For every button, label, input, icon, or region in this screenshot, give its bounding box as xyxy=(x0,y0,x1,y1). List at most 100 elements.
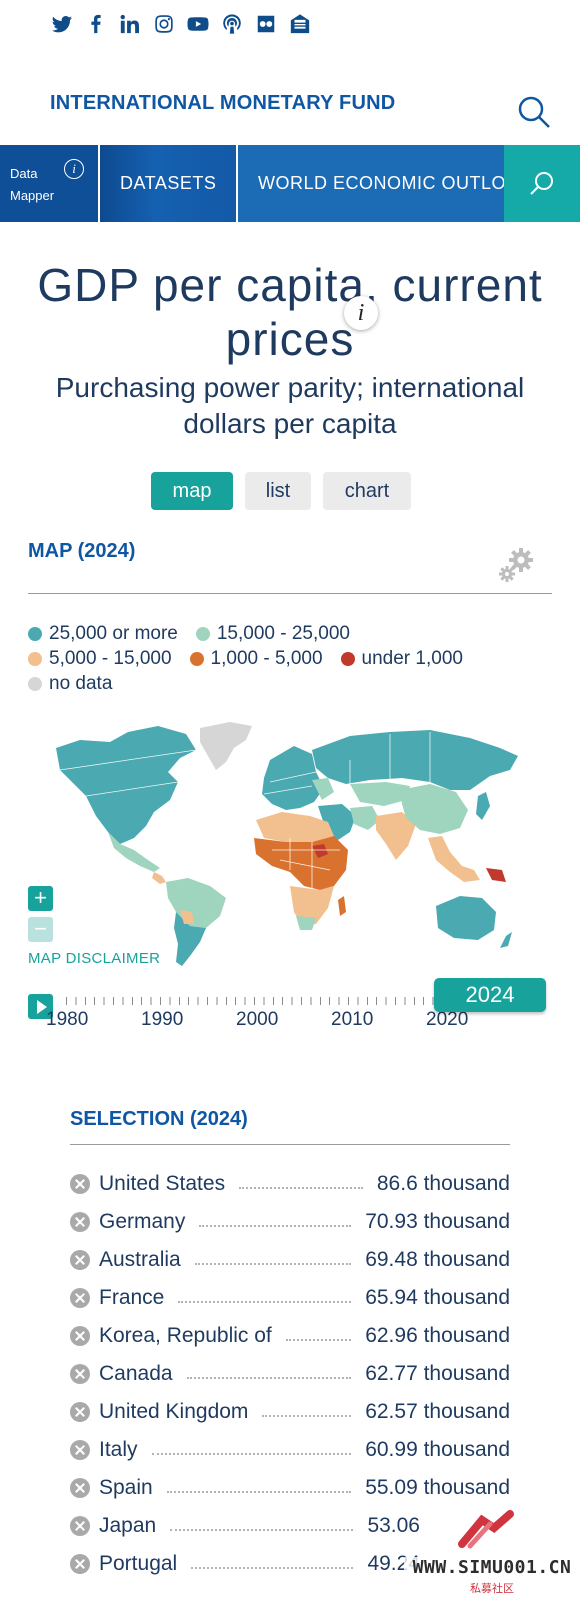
youtube-icon[interactable] xyxy=(186,12,210,36)
remove-icon[interactable] xyxy=(70,1516,90,1536)
timeline-track[interactable] xyxy=(66,997,436,1005)
nav-search-button[interactable] xyxy=(504,145,580,222)
play-animation-button[interactable] xyxy=(28,994,53,1019)
watermark-logo-icon xyxy=(458,1510,514,1549)
map-region-south-africa[interactable] xyxy=(296,916,316,930)
remove-icon[interactable] xyxy=(70,1174,90,1194)
map-region-southeast-asia[interactable] xyxy=(428,836,480,882)
remove-icon[interactable] xyxy=(70,1402,90,1422)
leader-dots xyxy=(262,1415,352,1417)
remove-icon[interactable] xyxy=(70,1478,90,1498)
selection-row[interactable]: United Kingdom 62.57 thousand xyxy=(70,1393,510,1431)
legend-item[interactable]: 15,000 - 25,000 xyxy=(195,623,350,645)
remove-icon[interactable] xyxy=(70,1326,90,1346)
legend-item[interactable]: no data xyxy=(28,673,112,695)
remove-icon[interactable] xyxy=(70,1212,90,1232)
view-map-button[interactable]: map xyxy=(151,472,233,510)
map-region-central-america[interactable] xyxy=(152,872,166,884)
selection-country: United States xyxy=(99,1172,226,1195)
map-region-south-asia[interactable] xyxy=(376,812,416,860)
selection-row[interactable]: Australia 69.48 thousand xyxy=(70,1241,510,1279)
view-list-button[interactable]: list xyxy=(245,472,311,510)
map-region-sahel[interactable] xyxy=(312,844,328,858)
selection-row[interactable]: Germany 70.93 thousand xyxy=(70,1203,510,1241)
main-nav: Data Mapper i DATASETS WORLD ECONOMIC OU… xyxy=(0,145,580,222)
map-region-south-america-south[interactable] xyxy=(174,912,206,966)
map-region-russia[interactable] xyxy=(312,730,518,790)
map-region-japan[interactable] xyxy=(476,792,490,820)
map-region-europe[interactable] xyxy=(262,746,324,810)
linkedin-icon[interactable] xyxy=(118,12,142,36)
legend-label: no data xyxy=(49,672,113,694)
settings-gear-icon[interactable] xyxy=(497,545,537,585)
twitter-icon[interactable] xyxy=(50,12,74,36)
tab-datasets[interactable]: DATASETS xyxy=(100,145,238,222)
podcast-icon[interactable] xyxy=(220,12,244,36)
brand-title[interactable]: INTERNATIONAL MONETARY FUND xyxy=(50,92,396,114)
selection-country: France xyxy=(99,1286,165,1309)
watermark-text: WWW.SIMU001.CN xyxy=(404,1557,580,1578)
facebook-icon[interactable] xyxy=(84,12,108,36)
tab-world-economic-outlook[interactable]: WORLD ECONOMIC OUTLOOK xyxy=(238,145,504,222)
map-legend: 25,000 or more 15,000 - 25,000 5,000 - 1… xyxy=(28,621,548,696)
search-icon[interactable] xyxy=(516,94,552,130)
map-zoom-out-button[interactable]: − xyxy=(28,917,53,942)
map-region-southern-africa[interactable] xyxy=(290,886,334,926)
remove-icon[interactable] xyxy=(70,1250,90,1270)
map-region-china[interactable] xyxy=(400,784,468,834)
world-map[interactable] xyxy=(50,720,530,980)
map-zoom-in-button[interactable]: + xyxy=(28,886,53,911)
map-disclaimer-link[interactable]: MAP DISCLAIMER xyxy=(28,950,161,967)
legend-item[interactable]: 1,000 - 5,000 xyxy=(189,647,323,670)
legend-item[interactable]: 5,000 - 15,000 xyxy=(28,648,172,670)
map-region-greenland[interactable] xyxy=(200,722,252,770)
remove-icon[interactable] xyxy=(70,1554,90,1574)
map-region-madagascar[interactable] xyxy=(338,896,346,916)
legend-item[interactable]: under 1,000 xyxy=(340,648,463,670)
map-region-new-zealand[interactable] xyxy=(500,932,512,948)
map-region-central-asia[interactable] xyxy=(350,782,410,806)
legend-label: 5,000 - 15,000 xyxy=(49,647,172,669)
map-region-central-africa[interactable] xyxy=(254,836,348,890)
leader-dots xyxy=(285,1339,352,1341)
timeline-year-label: 2000 xyxy=(236,1009,279,1030)
selection-row[interactable]: United States 86.6 thousand xyxy=(70,1165,510,1203)
map-section-title: MAP (2024) xyxy=(28,540,136,562)
remove-icon[interactable] xyxy=(70,1440,90,1460)
view-chart-button[interactable]: chart xyxy=(323,472,411,510)
selection-country: United Kingdom xyxy=(99,1400,249,1423)
selection-row[interactable]: Canada 62.77 thousand xyxy=(70,1355,510,1393)
newsletter-icon[interactable] xyxy=(288,12,312,36)
instagram-icon[interactable] xyxy=(152,12,176,36)
selection-row[interactable]: France 65.94 thousand xyxy=(70,1279,510,1317)
map-region-eastern-europe[interactable] xyxy=(312,778,334,800)
map-region-mexico[interactable] xyxy=(108,832,160,872)
flickr-icon[interactable] xyxy=(254,12,278,36)
timeline-years: 1980 1990 2000 2010 2020 xyxy=(0,1009,580,1033)
selection-row[interactable]: Japan 53.06 xyxy=(70,1507,510,1545)
selection-row[interactable]: Korea, Republic of 62.96 thousand xyxy=(70,1317,510,1355)
legend-label: 1,000 - 5,000 xyxy=(210,647,323,669)
remove-icon[interactable] xyxy=(70,1288,90,1308)
legend-label: 25,000 or more xyxy=(49,622,178,644)
indicator-subtitle-line1: Purchasing power parity; international xyxy=(55,372,525,403)
indicator-info-icon[interactable]: i xyxy=(344,296,378,330)
map-region-papua[interactable] xyxy=(486,868,506,882)
map-region-north-africa[interactable] xyxy=(256,812,334,842)
map-region-bolivia[interactable] xyxy=(180,910,194,924)
map-region-south-america-north[interactable] xyxy=(166,878,226,928)
selection-value: 62.57 thousand xyxy=(365,1400,510,1423)
timeline-current-year-handle[interactable]: 2024 xyxy=(434,978,546,1012)
selection-row[interactable]: Italy 60.99 thousand xyxy=(70,1431,510,1469)
remove-icon[interactable] xyxy=(70,1364,90,1384)
info-icon[interactable]: i xyxy=(64,159,84,179)
legend-item[interactable]: 25,000 or more xyxy=(28,623,178,645)
map-region-australia[interactable] xyxy=(436,896,496,940)
leader-dots xyxy=(199,1225,352,1227)
data-mapper-menu[interactable]: Data Mapper i xyxy=(0,145,100,222)
map-region-iran[interactable] xyxy=(350,806,380,830)
legend-swatch xyxy=(340,651,355,666)
map-region-north-america[interactable] xyxy=(56,726,196,844)
selection-row[interactable]: Spain 55.09 thousand xyxy=(70,1469,510,1507)
watermark: WWW.SIMU001.CN 私募社区 xyxy=(404,1510,580,1597)
